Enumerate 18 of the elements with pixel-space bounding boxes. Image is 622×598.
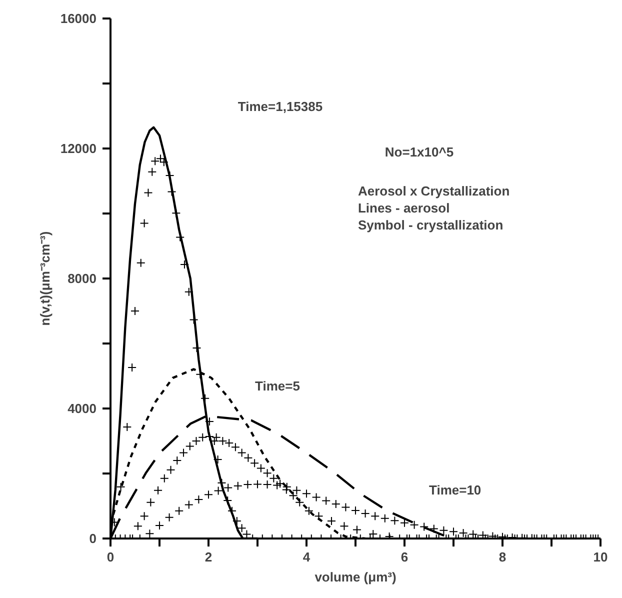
y-tick-label: 4000 xyxy=(68,401,96,416)
y-tick-label: 8000 xyxy=(68,271,96,286)
x-tick-label: 0 xyxy=(106,550,114,564)
y-axis-title: n(v,t)(μm⁻³cm⁻³) xyxy=(37,231,52,326)
x-tick-label: 6 xyxy=(400,550,408,564)
y-tick-label: 16000 xyxy=(60,11,97,26)
x-tick-label: 10 xyxy=(593,550,608,564)
annotation: Time=10 xyxy=(429,482,482,498)
annotation: Aerosol x Crystallization Lines - aerosol Symbol - crystallization xyxy=(358,183,510,232)
y-tick-label: 12000 xyxy=(60,141,97,156)
annotation: Time=5 xyxy=(255,378,300,394)
x-tick-label: 4 xyxy=(302,550,311,564)
y-tick-label: 0 xyxy=(89,531,97,546)
x-tick-label: 8 xyxy=(498,550,506,564)
x-tick-label: 2 xyxy=(204,550,212,564)
annotation: Time=1,15385 xyxy=(238,98,323,114)
x-axis-title: volume (μm³) xyxy=(314,570,396,584)
annotation: No=1x10^5 xyxy=(384,144,454,160)
